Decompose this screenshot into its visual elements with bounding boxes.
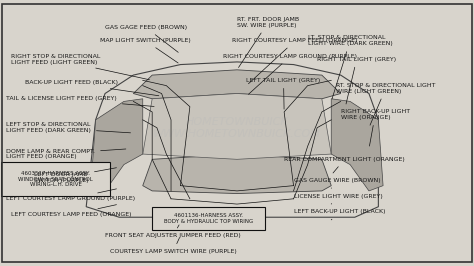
Text: LT. STOP & DIRECTIONAL
LIGHT WIRE (DARK GREEN): LT. STOP & DIRECTIONAL LIGHT WIRE (DARK … (308, 35, 392, 99)
Text: RIGHT BACK-UP LIGHT
WIRE (ORANGE): RIGHT BACK-UP LIGHT WIRE (ORANGE) (341, 109, 410, 146)
Polygon shape (133, 70, 341, 99)
Polygon shape (331, 99, 383, 191)
Text: RIGHT COURTESY LAMP FEED (ORANGE): RIGHT COURTESY LAMP FEED (ORANGE) (232, 38, 358, 84)
Text: FRONT SEAT ADJUSTER JUMPER FEED (RED): FRONT SEAT ADJUSTER JUMPER FEED (RED) (105, 225, 241, 238)
Text: HOMETOWNBUICK
WWW.HOMETOWNBUICK.COM: HOMETOWNBUICK WWW.HOMETOWNBUICK.COM (153, 117, 321, 139)
Text: LEFT BACK-UP LIGHT (BLACK): LEFT BACK-UP LIGHT (BLACK) (293, 209, 385, 220)
Text: LEFT DOOR JAMB
SWITCH (PURPLE): LEFT DOOR JAMB SWITCH (PURPLE) (35, 168, 117, 183)
Text: GAS GAUGE WIRE (BROWN): GAS GAUGE WIRE (BROWN) (293, 178, 380, 188)
Text: 4601136-HARNESS ASSY.
BODY & HYDRAULIC TOP WIRING: 4601136-HARNESS ASSY. BODY & HYDRAULIC T… (164, 213, 253, 224)
Text: RT. FRT. DOOR JAMB
SW. WIRE (PURPLE): RT. FRT. DOOR JAMB SW. WIRE (PURPLE) (237, 17, 299, 68)
Text: LEFT COURTESY LAMP GROUND (PURPLE): LEFT COURTESY LAMP GROUND (PURPLE) (6, 189, 135, 201)
Text: DOME LAMP & REAR COMPT.
LIGHT FEED (ORANGE): DOME LAMP & REAR COMPT. LIGHT FEED (ORAN… (6, 149, 126, 159)
Text: COURTESY LAMP SWITCH WIRE (PURPLE): COURTESY LAMP SWITCH WIRE (PURPLE) (110, 238, 237, 254)
Text: RIGHT TAIL LIGHT (GREY): RIGHT TAIL LIGHT (GREY) (317, 57, 396, 104)
FancyBboxPatch shape (152, 207, 265, 230)
Text: LEFT TAIL LIGHT (GREY): LEFT TAIL LIGHT (GREY) (246, 78, 321, 109)
Polygon shape (91, 99, 143, 191)
Text: LEFT STOP & DIRECTIONAL
LIGHT FEED (DARK GREEN): LEFT STOP & DIRECTIONAL LIGHT FEED (DARK… (6, 122, 130, 133)
FancyBboxPatch shape (1, 162, 110, 196)
Text: BACK-UP LIGHT FEED (BLACK): BACK-UP LIGHT FEED (BLACK) (25, 81, 159, 96)
Polygon shape (143, 94, 331, 159)
Text: 4603517-HARNESS ASSY.
WINDOW & SEAT CONTROL
WIRING-L.H. DRIVE: 4603517-HARNESS ASSY. WINDOW & SEAT CONT… (18, 171, 93, 187)
Text: RIGHT STOP & DIRECTIONAL
LIGHT FEED (LIGHT GREEN): RIGHT STOP & DIRECTIONAL LIGHT FEED (LIG… (11, 54, 149, 80)
Text: LICENSE LIGHT WIRE (GREY): LICENSE LIGHT WIRE (GREY) (293, 194, 383, 204)
Polygon shape (143, 154, 331, 194)
Text: MAP LIGHT SWITCH (PURPLE): MAP LIGHT SWITCH (PURPLE) (100, 38, 191, 63)
Text: GAS GAGE FEED (BROWN): GAS GAGE FEED (BROWN) (105, 25, 187, 52)
Text: REAR COMPARTMENT LIGHT (ORANGE): REAR COMPARTMENT LIGHT (ORANGE) (284, 157, 405, 173)
Text: RT. STOP & DIRECTIONAL LIGHT
WIRE (LIGHT GREEN): RT. STOP & DIRECTIONAL LIGHT WIRE (LIGHT… (336, 83, 436, 125)
Text: TAIL & LICENSE LIGHT FEED (GREY): TAIL & LICENSE LIGHT FEED (GREY) (6, 96, 154, 106)
Text: RIGHT COURTESY LAMP GROUND (PURPLE): RIGHT COURTESY LAMP GROUND (PURPLE) (223, 54, 357, 94)
Text: LEFT COURTESY LAMP FEED (ORANGE): LEFT COURTESY LAMP FEED (ORANGE) (11, 205, 131, 217)
